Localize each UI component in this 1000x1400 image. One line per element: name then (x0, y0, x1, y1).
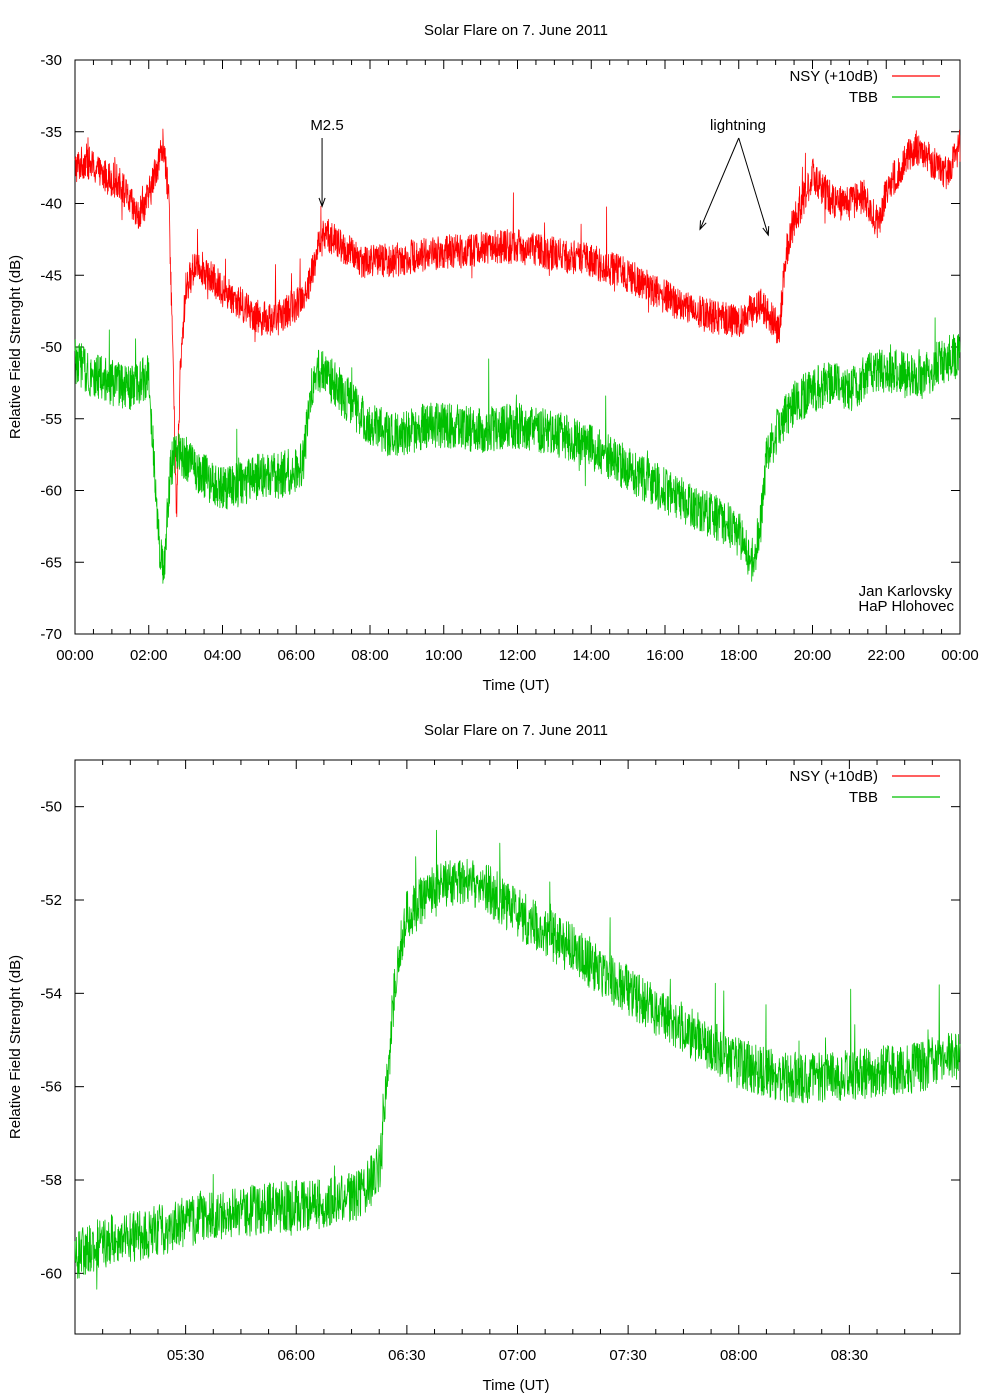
ticks (74, 59, 961, 635)
chart-title: Solar Flare on 7. June 2011 (424, 722, 608, 739)
plot-frame (74, 59, 961, 635)
x-tick-label: 06:00 (277, 1347, 315, 1364)
x-tick-label: 14:00 (572, 647, 610, 664)
y-tick-labels: -60 -58 -56 -54 -52 -50 (40, 799, 62, 1283)
legend: NSY (+10dB) TBB (789, 68, 940, 106)
y-tick-label: -52 (40, 892, 62, 909)
ticks (74, 760, 961, 1334)
chart-title: Solar Flare on 7. June 2011 (424, 22, 608, 39)
x-tick-label: 18:00 (720, 647, 758, 664)
annotation-arrow (738, 137, 769, 236)
annotation-m25: M2.5 (310, 117, 343, 134)
y-tick-label: -35 (40, 124, 62, 141)
x-tick-label: 07:00 (499, 1347, 537, 1364)
x-tick-label: 00:00 (941, 647, 979, 664)
x-axis-label: Time (UT) (483, 1377, 550, 1394)
y-axis-label: Relative Field Strenght (dB) (7, 955, 24, 1139)
y-tick-label: -70 (40, 626, 62, 643)
x-tick-label: 04:00 (204, 647, 242, 664)
y-tick-label: -54 (40, 985, 62, 1002)
y-tick-labels: -70 -65 -60 -55 -50 -45 -40 -35 -30 (40, 52, 62, 643)
x-tick-label: 08:30 (831, 1347, 869, 1364)
chart-full-day: Solar Flare on 7. June 2011 -70 -65 -60 -55… (7, 22, 979, 694)
x-tick-label: 10:00 (425, 647, 463, 664)
legend-label-nsy: NSY (+10dB) (789, 768, 878, 785)
x-tick-label: 12:00 (499, 647, 537, 664)
y-tick-label: -56 (40, 1079, 62, 1096)
series-line-tbb (74, 317, 961, 584)
x-tick-labels: 00:00 02:00 04:00 06:00 08:00 10:00 12:00 14:00… (56, 647, 979, 664)
x-tick-label: 20:00 (794, 647, 832, 664)
annotation-arrow (699, 137, 740, 230)
x-tick-label: 00:00 (56, 647, 94, 664)
annotation-lightning: lightning (710, 117, 766, 134)
x-tick-label: 08:00 (351, 647, 389, 664)
series-line-tbb (74, 829, 961, 1290)
annotations: M2.5 lightning (310, 117, 770, 237)
credit-author: Jan Karlovsky (859, 583, 953, 600)
y-tick-label: -30 (40, 52, 62, 69)
y-tick-label: -55 (40, 411, 62, 428)
series-line-nsy (74, 128, 961, 518)
annotation-arrowhead (699, 220, 707, 231)
y-tick-label: -60 (40, 1265, 62, 1282)
x-tick-labels: 05:30 06:00 06:30 07:00 07:30 08:00 08:30 (167, 1347, 868, 1364)
annotation-arrowhead (318, 197, 326, 208)
legend-label-nsy: NSY (+10dB) (789, 68, 878, 85)
x-tick-label: 08:00 (720, 1347, 758, 1364)
y-tick-label: -45 (40, 267, 62, 284)
series-layer (74, 829, 961, 1290)
y-tick-label: -58 (40, 1172, 62, 1189)
x-tick-label: 06:30 (388, 1347, 426, 1364)
x-tick-label: 07:30 (609, 1347, 647, 1364)
y-axis-label: Relative Field Strenght (dB) (7, 255, 24, 439)
plot-frame (74, 759, 961, 1335)
y-tick-label: -50 (40, 339, 62, 356)
legend: NSY (+10dB) TBB (789, 768, 940, 806)
x-tick-label: 05:30 (167, 1347, 205, 1364)
x-tick-label: 02:00 (130, 647, 168, 664)
y-tick-label: -50 (40, 799, 62, 816)
credit-organization: HaP Hlohovec (858, 598, 954, 615)
x-tick-label: 06:00 (277, 647, 315, 664)
x-axis-label: Time (UT) (483, 677, 550, 694)
x-tick-label: 22:00 (867, 647, 905, 664)
chart-zoom: Solar Flare on 7. June 2011 -60 -58 -56 -54… (7, 722, 961, 1394)
annotation-arrowhead (762, 226, 770, 237)
x-tick-label: 16:00 (646, 647, 684, 664)
series-layer (74, 128, 961, 584)
legend-label-tbb: TBB (849, 789, 878, 806)
legend-label-tbb: TBB (849, 89, 878, 106)
y-tick-label: -40 (40, 196, 62, 213)
y-tick-label: -60 (40, 483, 62, 500)
y-tick-label: -65 (40, 554, 62, 571)
